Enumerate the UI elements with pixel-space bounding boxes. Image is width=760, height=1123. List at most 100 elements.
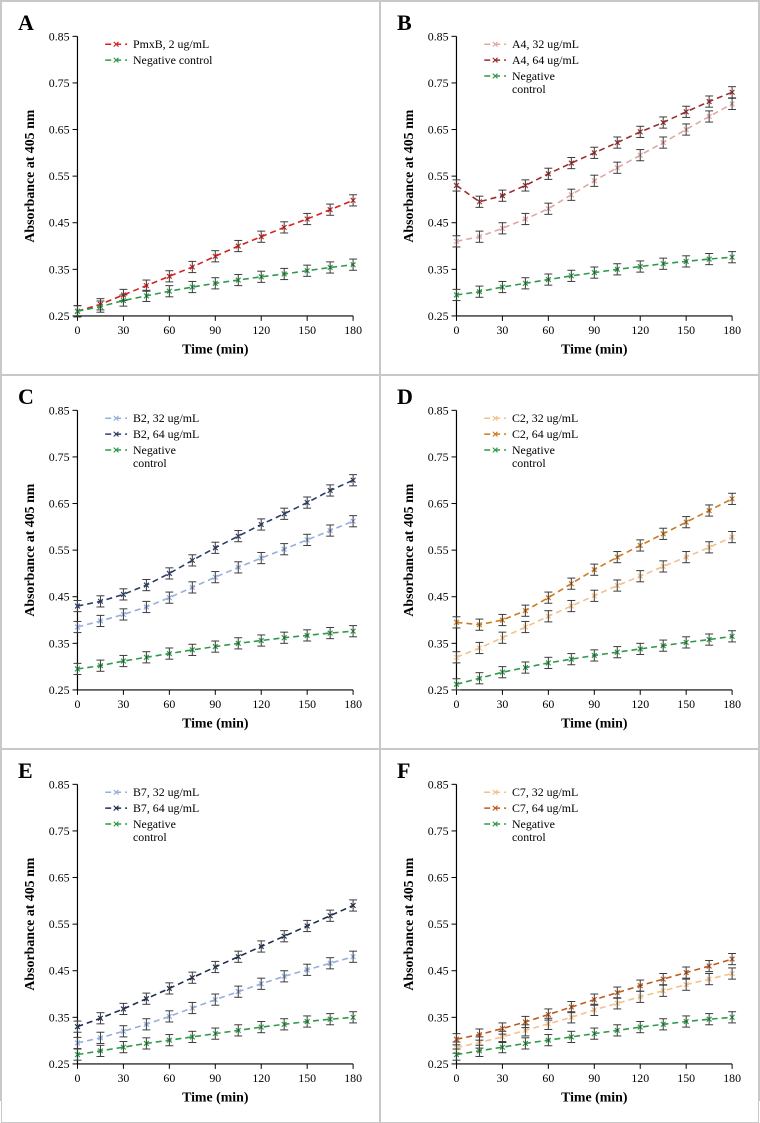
svg-text:0.55: 0.55 — [428, 169, 449, 183]
y-axis-label: Absorbance at 405 nm — [402, 857, 417, 990]
svg-text:0.85: 0.85 — [428, 777, 449, 791]
y-axis-label: Absorbance at 405 nm — [23, 483, 38, 616]
svg-text:150: 150 — [677, 1071, 695, 1085]
svg-text:120: 120 — [252, 697, 270, 711]
series-line — [456, 104, 732, 241]
svg-text:120: 120 — [631, 697, 649, 711]
x-axis-label: Time (min) — [561, 343, 628, 358]
svg-text:60: 60 — [163, 697, 175, 711]
line-chart: 03060901201501800.250.350.450.550.650.75… — [16, 14, 365, 366]
chart-panel-F: F03060901201501800.250.350.450.550.650.7… — [380, 749, 759, 1123]
svg-text:0.25: 0.25 — [428, 309, 449, 323]
svg-text:60: 60 — [163, 1071, 175, 1085]
svg-text:0.75: 0.75 — [49, 450, 70, 464]
y-axis-label: Absorbance at 405 nm — [402, 483, 417, 616]
svg-text:0.35: 0.35 — [428, 1010, 449, 1024]
svg-text:90: 90 — [588, 697, 600, 711]
line-chart: 03060901201501800.250.350.450.550.650.75… — [395, 762, 744, 1114]
svg-text:0.25: 0.25 — [428, 683, 449, 697]
legend-label: B2, 64 ug/mL — [133, 427, 199, 441]
svg-text:0.65: 0.65 — [428, 871, 449, 885]
svg-text:0.55: 0.55 — [49, 169, 70, 183]
line-chart: 03060901201501800.250.350.450.550.650.75… — [395, 14, 744, 366]
svg-text:0: 0 — [75, 1071, 81, 1085]
legend-label: PmxB, 2 ug/mL — [133, 37, 209, 51]
panel-letter: C — [18, 384, 34, 410]
svg-text:150: 150 — [677, 323, 695, 337]
svg-text:0.35: 0.35 — [49, 262, 70, 276]
svg-text:0.45: 0.45 — [49, 590, 70, 604]
legend-label: A4, 32 ug/mL — [512, 37, 579, 51]
svg-text:0.35: 0.35 — [428, 636, 449, 650]
svg-text:90: 90 — [209, 1071, 221, 1085]
line-chart: 03060901201501800.250.350.450.550.650.75… — [395, 388, 744, 740]
svg-text:120: 120 — [631, 1071, 649, 1085]
svg-text:30: 30 — [496, 323, 508, 337]
svg-text:0.45: 0.45 — [49, 216, 70, 230]
panel-letter: A — [18, 10, 34, 36]
panel-letter: B — [397, 10, 412, 36]
chart-panel-D: D03060901201501800.250.350.450.550.650.7… — [380, 375, 759, 749]
svg-text:0.25: 0.25 — [49, 683, 70, 697]
svg-text:0: 0 — [75, 697, 81, 711]
svg-text:0.75: 0.75 — [428, 824, 449, 838]
svg-text:150: 150 — [298, 323, 316, 337]
panel-letter: D — [397, 384, 413, 410]
line-chart: 03060901201501800.250.350.450.550.650.75… — [16, 762, 365, 1114]
svg-text:0.25: 0.25 — [428, 1057, 449, 1071]
legend-label: B7, 32 ug/mL — [133, 785, 199, 799]
panel-letter: F — [397, 758, 410, 784]
svg-text:0.75: 0.75 — [49, 824, 70, 838]
svg-text:0.75: 0.75 — [428, 450, 449, 464]
legend-label: control — [512, 830, 546, 844]
svg-text:60: 60 — [163, 323, 175, 337]
svg-text:0.45: 0.45 — [49, 964, 70, 978]
svg-text:90: 90 — [588, 1071, 600, 1085]
svg-text:180: 180 — [723, 1071, 741, 1085]
svg-text:180: 180 — [723, 323, 741, 337]
svg-text:0.75: 0.75 — [428, 76, 449, 90]
legend-label: C7, 32 ug/mL — [512, 785, 578, 799]
svg-text:0.35: 0.35 — [49, 1010, 70, 1024]
svg-text:0.65: 0.65 — [428, 497, 449, 511]
svg-text:60: 60 — [542, 697, 554, 711]
svg-text:30: 30 — [117, 1071, 129, 1085]
svg-text:0: 0 — [75, 323, 81, 337]
legend-label: control — [512, 456, 546, 470]
figure-grid: A 0 30 60 90 120 150 180 0.25 0.35 0.45 0.55 0.65 0.7… — [0, 0, 760, 1101]
svg-text:30: 30 — [117, 697, 129, 711]
legend-label: C2, 64 ug/mL — [512, 427, 578, 441]
svg-text:0.85: 0.85 — [49, 403, 70, 417]
x-axis-label: Time (min) — [182, 717, 249, 732]
line-chart: 03060901201501800.250.350.450.550.650.75… — [16, 388, 365, 740]
svg-text:180: 180 — [344, 697, 362, 711]
svg-text:30: 30 — [496, 1071, 508, 1085]
svg-text:180: 180 — [344, 323, 362, 337]
svg-text:30: 30 — [496, 697, 508, 711]
svg-text:0.55: 0.55 — [428, 917, 449, 931]
svg-text:0: 0 — [454, 1071, 460, 1085]
svg-text:0.65: 0.65 — [49, 497, 70, 511]
panel-letter: E — [18, 758, 33, 784]
legend-label: control — [133, 830, 167, 844]
svg-text:0.25: 0.25 — [49, 1057, 70, 1071]
svg-text:90: 90 — [209, 323, 221, 337]
svg-text:0.55: 0.55 — [428, 543, 449, 557]
svg-text:0.55: 0.55 — [49, 543, 70, 557]
svg-text:180: 180 — [723, 697, 741, 711]
svg-text:0.35: 0.35 — [49, 636, 70, 650]
chart-panel-E: E03060901201501800.250.350.450.550.650.7… — [1, 749, 380, 1123]
svg-text:60: 60 — [542, 323, 554, 337]
x-axis-label: Time (min) — [182, 343, 249, 358]
svg-text:0.65: 0.65 — [49, 122, 70, 136]
svg-text:0.85: 0.85 — [428, 29, 449, 43]
svg-text:0.35: 0.35 — [428, 262, 449, 276]
series-line — [456, 499, 732, 625]
svg-text:0.25: 0.25 — [49, 309, 70, 323]
svg-text:0.55: 0.55 — [49, 917, 70, 931]
chart-panel-A: A03060901201501800.250.350.450.550.650.7… — [1, 1, 380, 375]
svg-text:0.85: 0.85 — [428, 403, 449, 417]
svg-text:0.45: 0.45 — [428, 964, 449, 978]
svg-text:0.75: 0.75 — [49, 76, 70, 90]
svg-text:150: 150 — [298, 1071, 316, 1085]
